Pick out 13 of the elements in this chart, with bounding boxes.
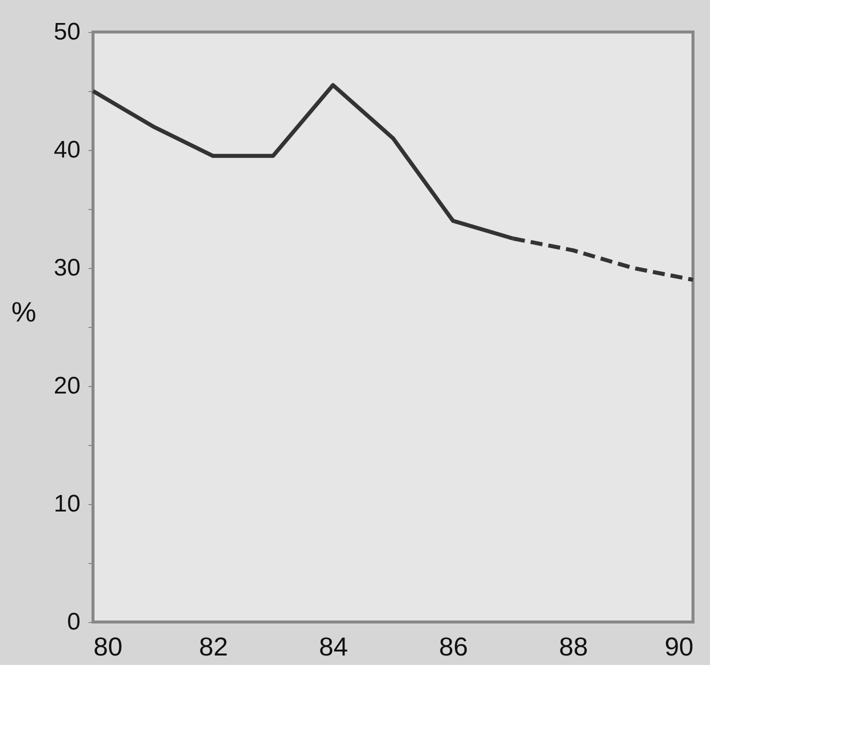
- y-tick-label: 0: [67, 608, 80, 636]
- x-tick-label: 82: [199, 632, 228, 662]
- y-tick-label: 50: [54, 18, 80, 46]
- x-tick-label: 88: [559, 632, 588, 662]
- x-tick-label: 90: [664, 632, 694, 662]
- y-tick-label: 10: [54, 490, 80, 518]
- x-tick-label: 80: [94, 632, 122, 662]
- y-tick-label: 40: [54, 136, 80, 164]
- x-tick-label: 86: [439, 632, 468, 662]
- y-axis-title: %: [11, 296, 36, 328]
- x-tick-label: 84: [319, 632, 348, 662]
- y-tick-label: 20: [54, 372, 80, 400]
- y-tick-label: 30: [54, 254, 80, 282]
